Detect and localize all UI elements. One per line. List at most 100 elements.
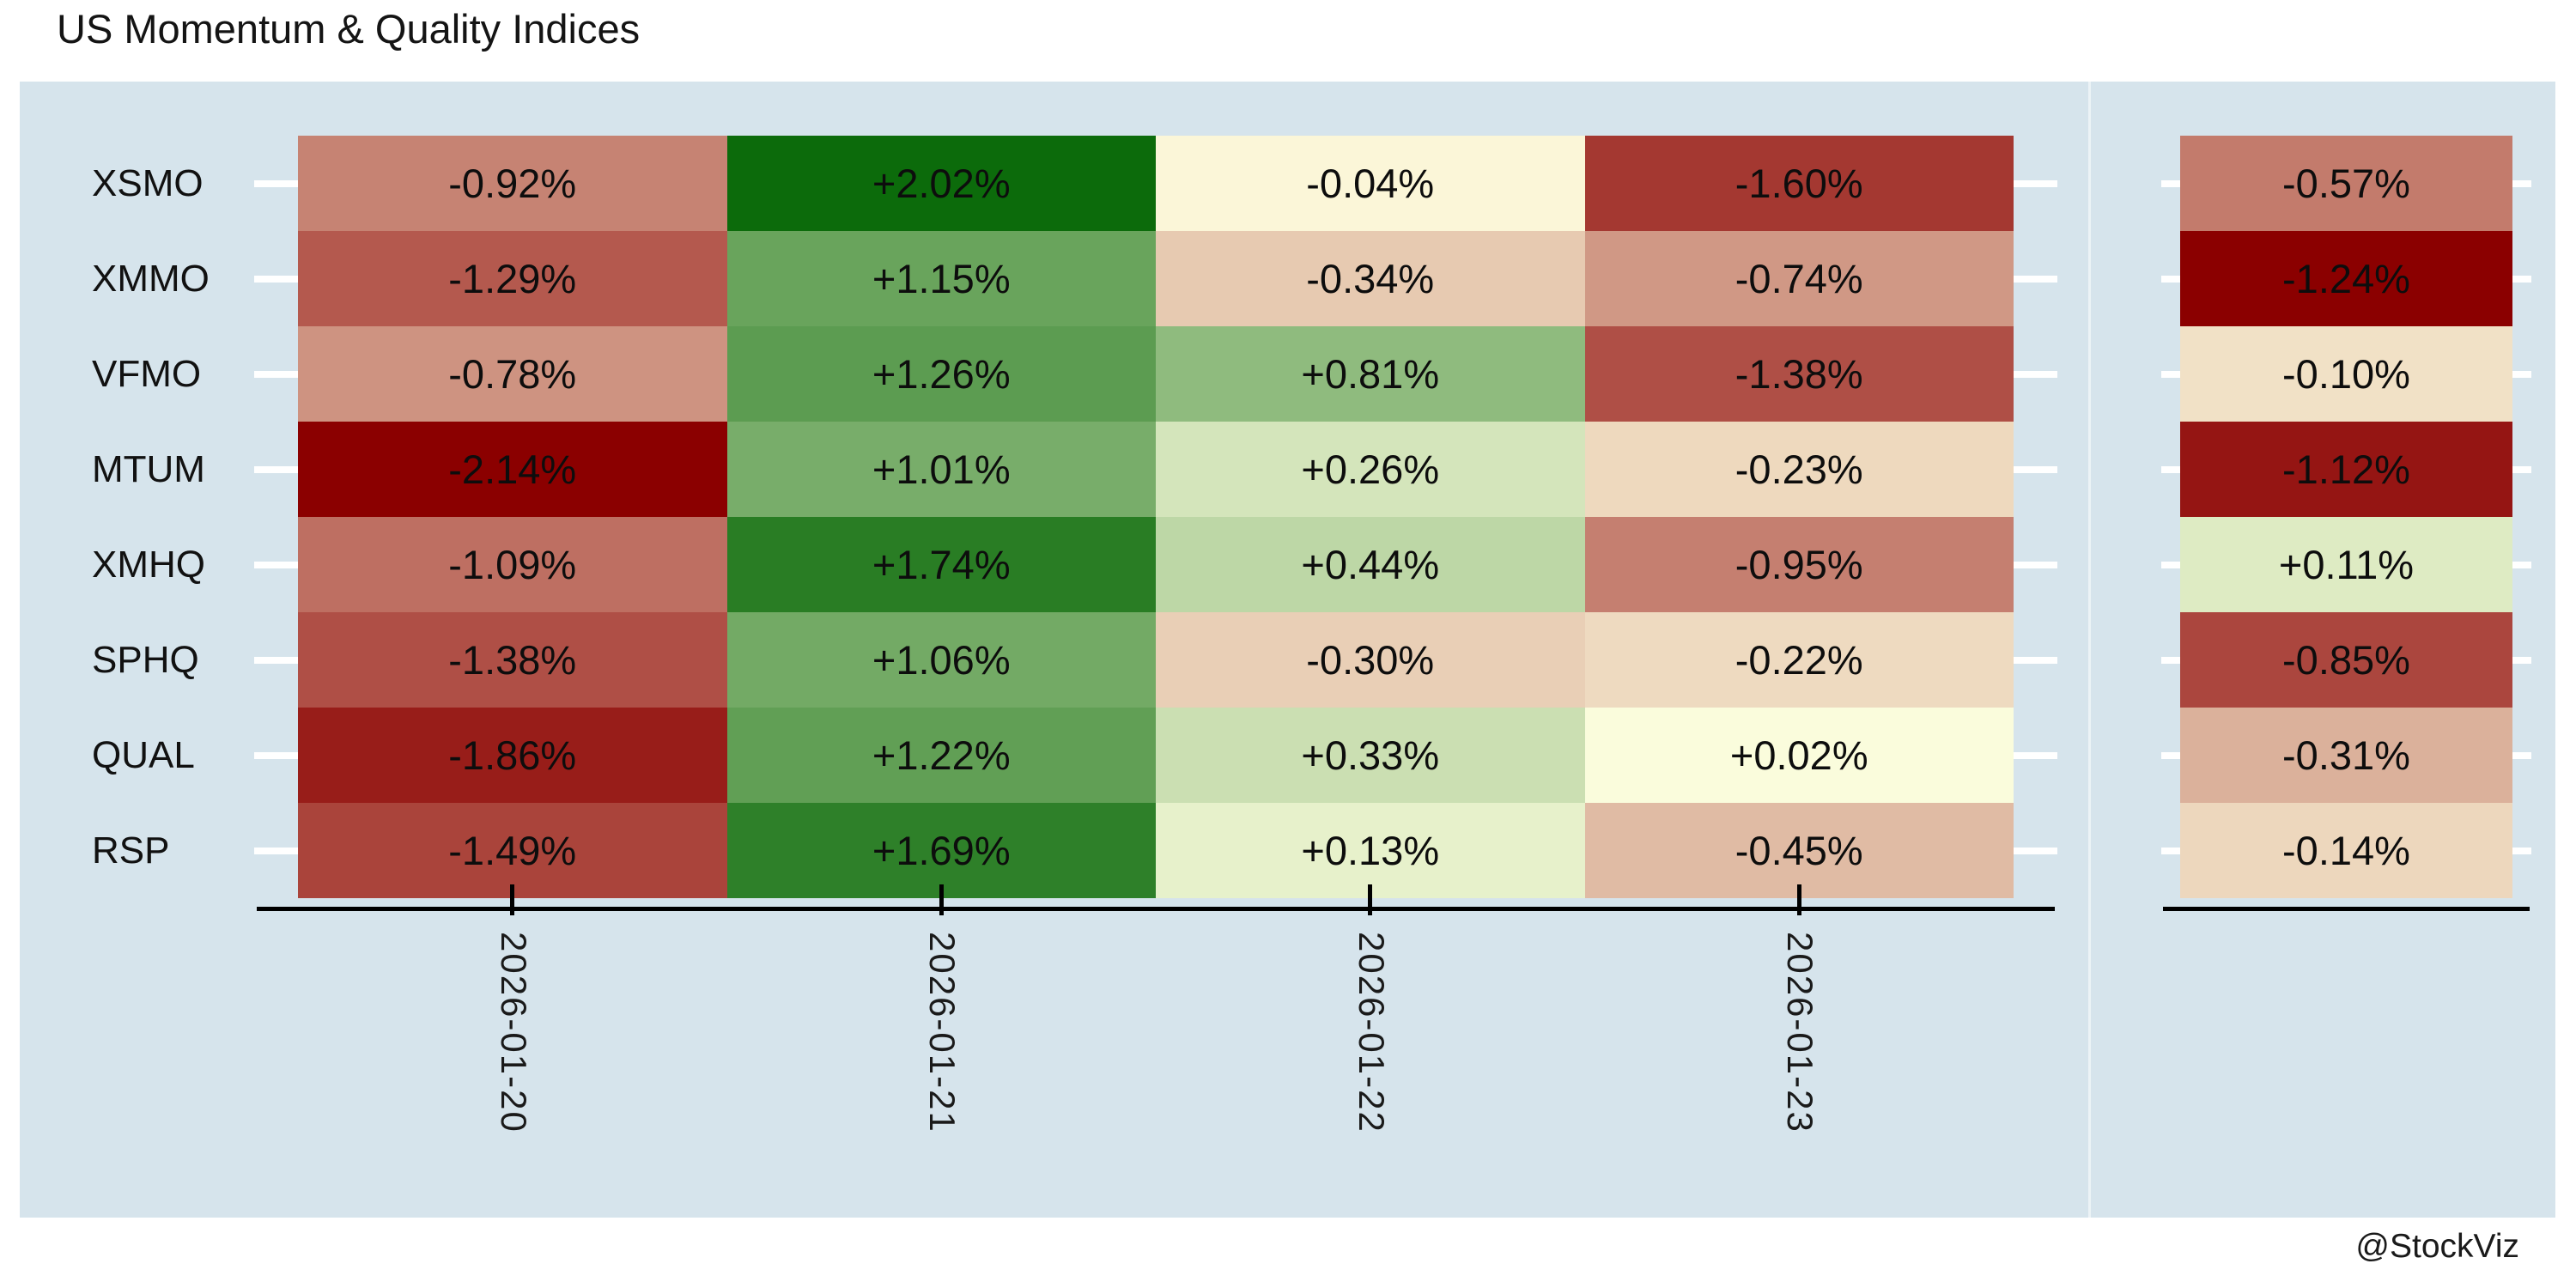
heatmap-cell: +1.22% [726,708,1156,803]
cell-value: +0.44% [1301,542,1440,587]
y-tick [2161,465,2180,473]
heatmap-cell: -2.14% [298,422,727,517]
heatmap-cell: -0.45% [1584,803,2014,898]
heatmap-cell: -0.14% [2180,803,2512,898]
cell-value: -1.09% [448,542,577,587]
x-tick [939,884,944,915]
heatmap-cell: -1.60% [1584,136,2014,231]
y-tick [254,561,298,568]
cell-value: -1.49% [448,828,577,873]
heatmap-cell: +0.11% [2180,517,2512,612]
x-axis-label-text: 2026-01-20 [493,932,534,1133]
cell-value: +0.13% [1301,828,1440,873]
cell-value: -0.14% [2282,828,2410,873]
y-tick [2014,847,2057,854]
y-tick [2512,275,2531,283]
x-axis-label: 2026-01-23 [1780,932,2022,1133]
y-tick [2512,465,2531,473]
cell-value: -0.10% [2282,351,2410,397]
y-tick [2014,751,2057,759]
y-tick [254,847,298,854]
cell-value: -0.23% [1735,447,1863,492]
heatmap-cell: +1.15% [726,231,1156,326]
cell-value: +0.02% [1729,732,1868,778]
chart-title: US Momentum & Quality Indices [57,6,641,52]
cell-value: -1.60% [1735,161,1863,206]
y-tick [254,465,298,473]
y-tick [2161,656,2180,664]
y-tick [2512,561,2531,568]
y-tick [2512,656,2531,664]
y-tick [2161,847,2180,854]
heatmap-cell: -1.12% [2180,422,2512,517]
cell-value: -0.22% [1735,637,1863,683]
y-tick [254,370,298,378]
heatmap-cell: +1.26% [726,326,1156,422]
cell-value: +0.11% [2278,542,2415,587]
heatmap-cell: +1.69% [726,803,1156,898]
heatmap-cell: +0.13% [1156,803,1585,898]
x-axis-label: 2026-01-22 [1352,932,1594,1133]
watermark: @StockViz [2355,1228,2519,1265]
heatmap-cell: +0.26% [1156,422,1585,517]
y-tick [2161,370,2180,378]
cell-value: +0.33% [1301,732,1440,778]
heatmap-cell: -1.49% [298,803,727,898]
cell-value: -1.24% [2282,256,2410,301]
y-tick [2161,561,2180,568]
summary-heatmap: -0.57% -1.24% -0.10% -1.12% +0.11% -0.85% -0.3… [2180,136,2512,898]
heatmap-cell: -0.74% [1584,231,2014,326]
heatmap-cell: -1.86% [298,708,727,803]
row-label-vfmo: VFMO [92,352,202,395]
cell-value: -0.34% [1306,256,1435,301]
heatmap-cell: -0.85% [2180,612,2512,708]
cell-value: +2.02% [872,161,1011,206]
cell-value: +1.01% [872,447,1011,492]
y-tick [254,179,298,187]
y-tick [2161,275,2180,283]
heatmap-cell: +0.33% [1156,708,1585,803]
row-label-qual: QUAL [92,733,195,776]
summary-x-axis-line [2163,907,2530,911]
cell-value: +0.26% [1301,447,1440,492]
cell-value: +1.15% [872,256,1011,301]
heatmap-cell: +0.44% [1156,517,1585,612]
cell-value: +1.69% [872,828,1011,873]
heatmap-cell: -0.10% [2180,326,2512,422]
x-axis-label-text: 2026-01-23 [1780,932,1821,1133]
cell-value: -0.57% [2282,161,2410,206]
heatmap-cell: -0.31% [2180,708,2512,803]
heatmap-cell: -0.04% [1156,136,1585,231]
heatmap-cell: +1.74% [726,517,1156,612]
cell-value: -0.45% [1735,828,1863,873]
cell-value: -0.74% [1735,256,1863,301]
x-axis-label-text: 2026-01-21 [922,932,963,1133]
x-axis-label: 2026-01-21 [922,932,1164,1133]
cell-value: -1.86% [448,732,577,778]
cell-value: -2.14% [448,447,577,492]
y-tick [2512,847,2531,854]
cell-value: -0.85% [2282,637,2410,683]
heatmap-cell: +1.06% [726,612,1156,708]
main-x-axis-line [257,907,2055,911]
heatmap-cell: -1.38% [1584,326,2014,422]
cell-value: -0.31% [2282,732,2410,778]
cell-value: +1.74% [872,542,1011,587]
heatmap-cell: -1.24% [2180,231,2512,326]
heatmap-cell: -0.30% [1156,612,1585,708]
heatmap-cell: +0.02% [1584,708,2014,803]
x-tick [1368,884,1373,915]
cell-value: -0.78% [448,351,577,397]
cell-value: -0.95% [1735,542,1863,587]
cell-value: +1.22% [872,732,1011,778]
heatmap-cell: +0.81% [1156,326,1585,422]
cell-value: -1.38% [1735,351,1863,397]
row-label-sphq: SPHQ [92,638,199,681]
heatmap-cell: -0.34% [1156,231,1585,326]
row-label-xmmo: XMMO [92,257,210,300]
row-label-xmhq: XMHQ [92,543,205,586]
y-tick [2014,179,2057,187]
cell-value: -0.30% [1306,637,1435,683]
main-heatmap: -0.92% +2.02% -0.04% -1.60% -1.29% +1.15% -0.3… [298,136,2014,898]
